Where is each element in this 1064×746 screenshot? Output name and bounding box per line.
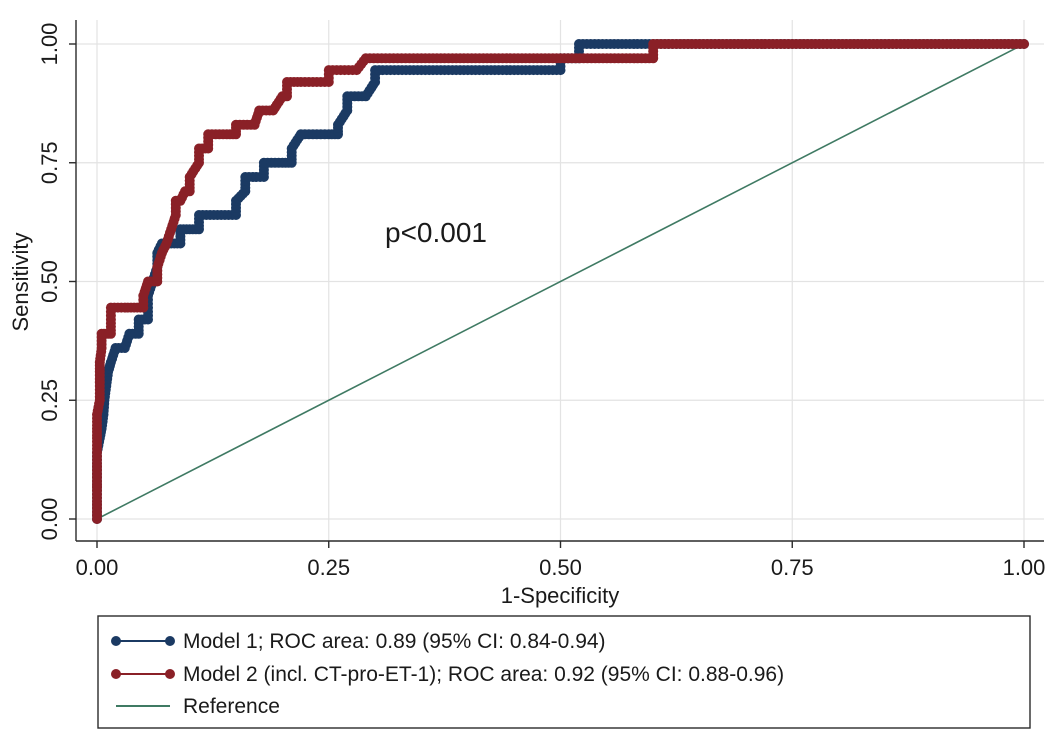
x-tick-label-1: 0.25 — [307, 555, 350, 580]
series-layer — [92, 39, 1029, 524]
legend-entry-model-1: Model 1; ROC area: 0.89 (95% CI: 0.84-0.… — [111, 630, 606, 653]
x-tick-label-2: 0.50 — [539, 555, 582, 580]
x-tick-label-4: 1.00 — [1003, 555, 1046, 580]
legend-entry-reference: Reference — [116, 695, 280, 718]
legend-entry-model-2: Model 2 (incl. CT-pro-ET-1); ROC area: 0… — [111, 663, 784, 686]
y-tick-label-3: 0.75 — [37, 141, 62, 184]
data-point-2-368 — [1019, 39, 1029, 49]
series-model-1 — [92, 39, 1029, 524]
y-tick-label-2: 0.50 — [37, 260, 62, 303]
legend-label-model-2: Model 2 (incl. CT-pro-ET-1); ROC area: 0… — [183, 663, 784, 686]
y-tick-label-1: 0.25 — [37, 379, 62, 422]
x-axis-label: 1-Specificity — [501, 583, 620, 608]
y-axis-label: Sensitivity — [8, 232, 33, 331]
y-tick-label-4: 1.00 — [37, 23, 62, 66]
legend-swatch-marker-model-1-start — [111, 636, 121, 646]
legend-box — [97, 615, 1031, 729]
series-reference — [96, 43, 1025, 520]
x-tick-label-3: 0.75 — [771, 555, 814, 580]
legend-swatch-marker-model-1-end — [165, 636, 175, 646]
legend-swatch-marker-model-2-start — [111, 669, 121, 679]
axes: 0.00 0.25 0.50 0.75 1.00 0.00 0.25 0.50 0.75 1.00 — [37, 20, 1045, 580]
legend-label-reference: Reference — [183, 695, 280, 718]
legend-label-model-1: Model 1; ROC area: 0.89 (95% CI: 0.84-0.… — [183, 630, 606, 653]
p-value-annotation: p<0.001 — [385, 217, 487, 248]
legend: Model 1; ROC area: 0.89 (95% CI: 0.84-0.… — [97, 615, 1031, 729]
series-model-2 — [92, 39, 1029, 524]
x-tick-label-0: 0.00 — [76, 555, 119, 580]
y-tick-label-0: 0.00 — [37, 498, 62, 541]
legend-swatch-marker-model-2-end — [165, 669, 175, 679]
series-line-reference — [96, 43, 1025, 520]
